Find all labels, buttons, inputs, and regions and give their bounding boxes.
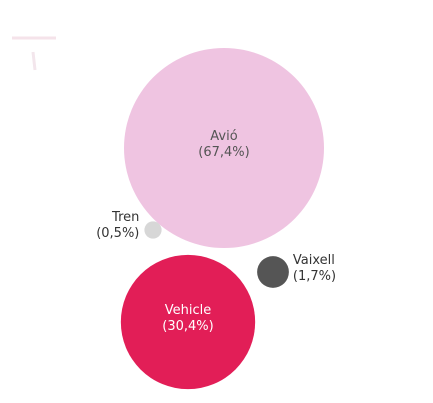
- bubble-label-vaixell: Vaixell: [293, 253, 335, 268]
- bubble-label-vehicle: Vehicle: [165, 303, 212, 318]
- bubble-tren: [144, 221, 162, 239]
- bubble-value-avio: (67,4%): [198, 145, 249, 160]
- bubble-value-vaixell: (1,7%): [293, 269, 336, 284]
- bubble-value-tren: (0,5%): [96, 226, 139, 241]
- faint-logo-mark: [12, 36, 56, 71]
- bubble-label-tren: Tren: [111, 210, 139, 225]
- bubble-value-vehicle: (30,4%): [162, 319, 213, 334]
- bubble-vaixell: [257, 256, 289, 288]
- bubble-avio: [124, 48, 324, 248]
- bubble-vehicle: [120, 254, 256, 390]
- bubble-label-avio: Avió: [210, 129, 237, 144]
